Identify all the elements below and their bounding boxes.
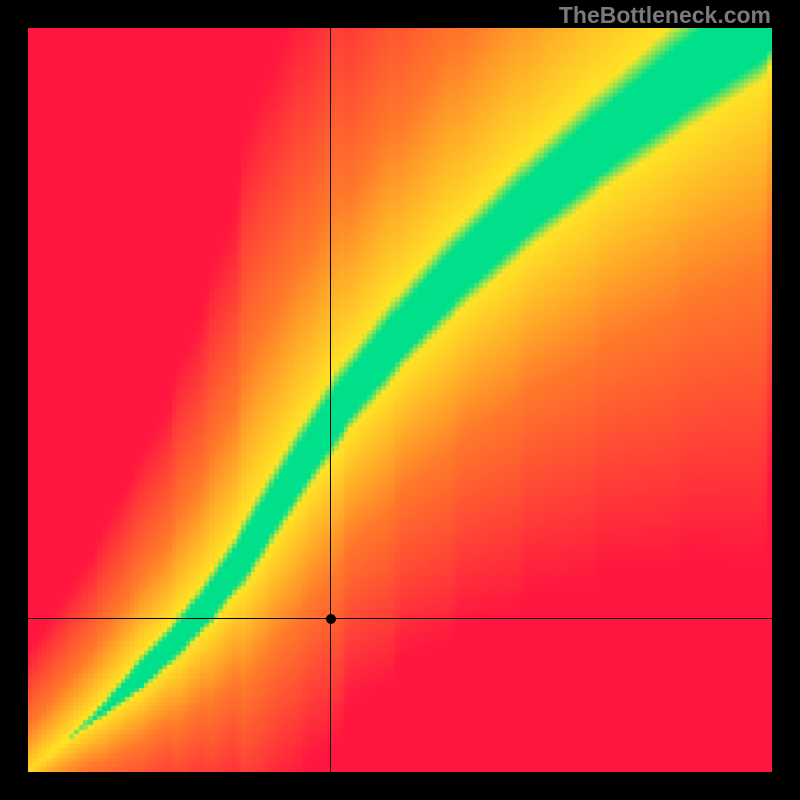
- frame-left: [0, 0, 28, 800]
- watermark-text: TheBottleneck.com: [559, 2, 771, 29]
- chart-container: TheBottleneck.com: [0, 0, 800, 800]
- frame-right: [772, 0, 800, 800]
- crosshair-marker: [326, 614, 336, 624]
- crosshair-vertical: [330, 28, 331, 772]
- heatmap-canvas: [28, 28, 772, 772]
- frame-bottom: [0, 772, 800, 800]
- crosshair-horizontal: [28, 618, 772, 619]
